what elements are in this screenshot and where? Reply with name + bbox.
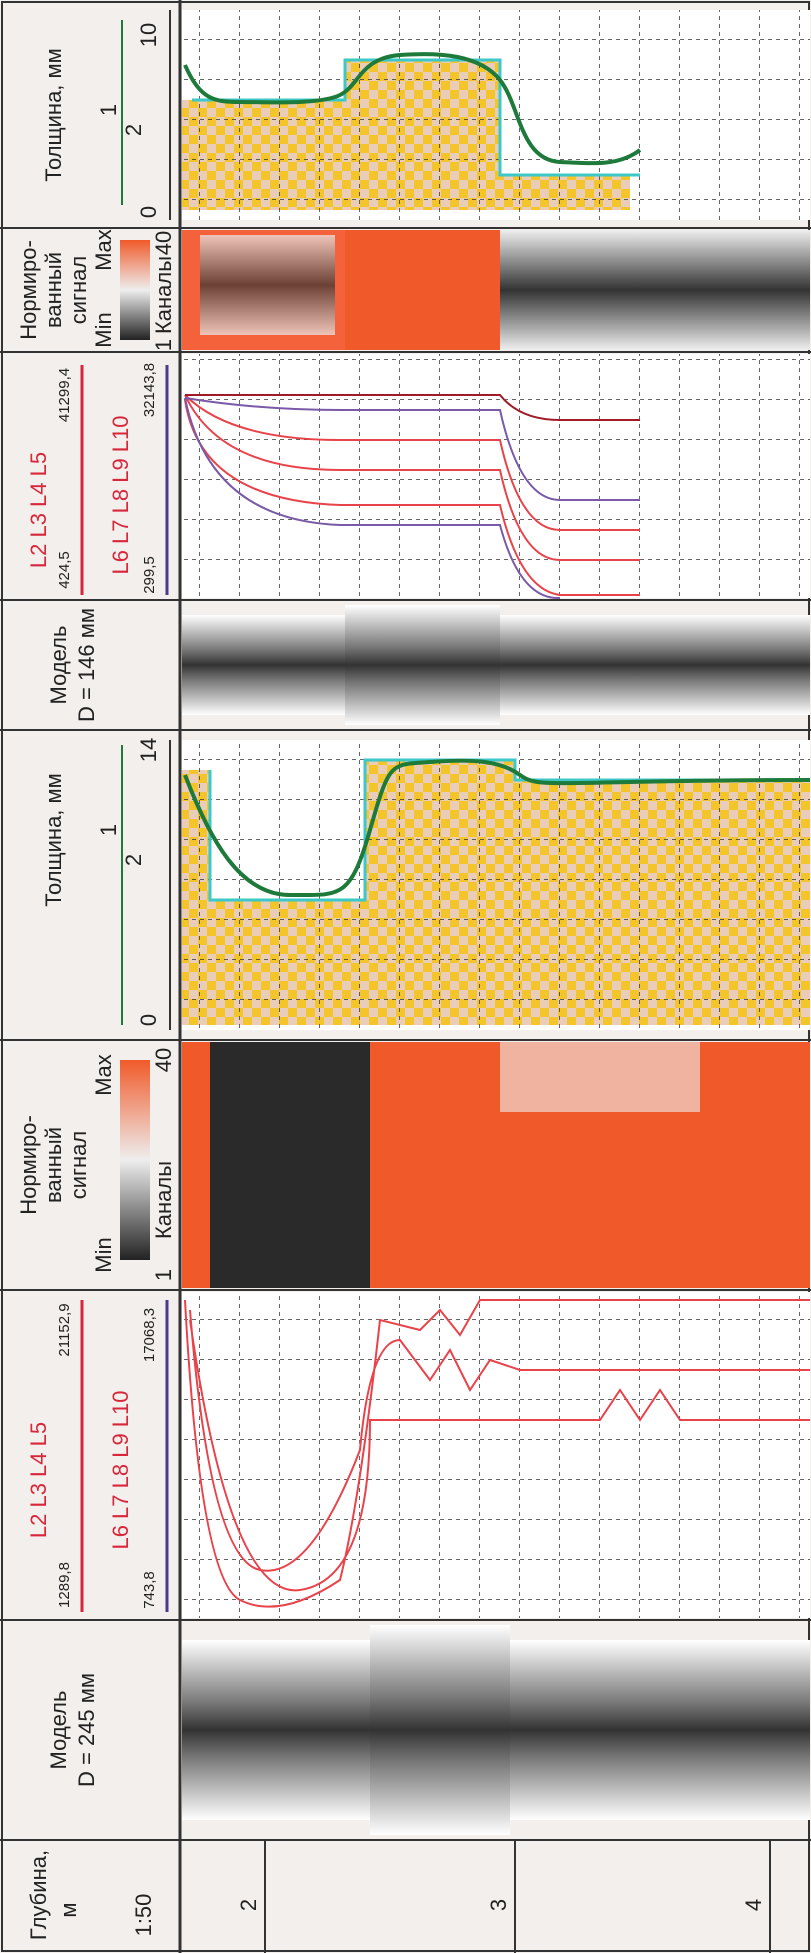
channels-label: Каналы: [151, 256, 176, 334]
channels-label: Каналы: [151, 1161, 176, 1239]
curves-group2-min: 743,8: [141, 1571, 158, 1609]
thickness-title: Толщина, мм: [41, 773, 66, 907]
curves-group1-max: 41299,4: [56, 368, 73, 422]
thickness-curve-label: 2: [121, 854, 146, 866]
model-title: Модель: [46, 626, 71, 705]
depth-track: Глубина, м 1:50 2 3 4: [26, 1840, 771, 1953]
channels-from: 1: [151, 339, 176, 351]
thickness-axis-max: 10: [136, 23, 161, 47]
thickness-track: [182, 10, 810, 220]
signal-title: ванный: [41, 1127, 66, 1203]
signal-title: сигнал: [66, 1131, 91, 1200]
curves-group2-max: 32143,8: [141, 363, 158, 417]
header: Толщина, мм 1 2 0 14 Нормиро- ванный сиг…: [16, 738, 176, 1787]
depth-title: Глубина,: [26, 1850, 51, 1940]
curves-group2: L6 L7 L8 L9 L10: [108, 415, 133, 574]
thickness-axis-max: 14: [136, 738, 161, 762]
thickness-curve-label: 1: [96, 824, 121, 836]
curves-group1-min: 424,5: [56, 551, 73, 589]
thickness-axis-min: 0: [136, 206, 161, 218]
header: Толщина, мм 1 2 0 10 Нормиро- ванный сиг…: [16, 10, 176, 722]
model-diameter: D = 146 мм: [74, 608, 99, 722]
depth-label: 3: [486, 1899, 511, 1911]
thickness-curve-label: 1: [96, 104, 121, 116]
curves-track: [182, 1292, 810, 1618]
curves-group2-min: 299,5: [141, 556, 158, 594]
signal-max: Max: [91, 229, 116, 271]
curves-track: [182, 354, 810, 600]
channels-from: 1: [151, 1269, 176, 1281]
signal-min: Min: [91, 312, 116, 347]
thickness-axis-min: 0: [136, 1014, 161, 1026]
signal-title: сигнал: [66, 256, 91, 325]
channels-to: 40: [151, 1048, 176, 1072]
depth-scale: 1:50: [131, 1894, 156, 1937]
model-track: [182, 1625, 810, 1835]
model-diameter: D = 245 мм: [74, 1673, 99, 1787]
signal-title: Нормиро-: [16, 240, 41, 340]
depth-unit: м: [56, 1902, 81, 1917]
curves-group2: L6 L7 L8 L9 L10: [108, 1390, 133, 1549]
model-track: [182, 605, 810, 725]
depth-label: 4: [741, 1899, 766, 1911]
curves-group1-max: 21152,9: [56, 1303, 73, 1356]
signal-min: Min: [91, 1237, 116, 1272]
thickness-curve-label: 2: [121, 124, 146, 136]
signal-title: Нормиро-: [16, 1115, 41, 1215]
thickness-title: Толщина, мм: [41, 48, 66, 182]
model-title: Модель: [46, 1691, 71, 1770]
channels-to: 40: [151, 231, 176, 255]
signal-heatmap: [182, 1042, 810, 1288]
signal-max: Max: [91, 1054, 116, 1096]
thickness-track: [182, 740, 811, 1030]
curves-group1: L2 L3 L4 L5: [26, 1422, 51, 1538]
curves-group2-max: 17068,3: [141, 1308, 158, 1362]
signal-title: ванный: [41, 252, 66, 328]
curves-group1: L2 L3 L4 L5: [26, 452, 51, 568]
curves-group1-min: 1289,8: [56, 1562, 73, 1608]
depth-label: 2: [236, 1899, 261, 1911]
signal-heatmap: [182, 230, 810, 350]
